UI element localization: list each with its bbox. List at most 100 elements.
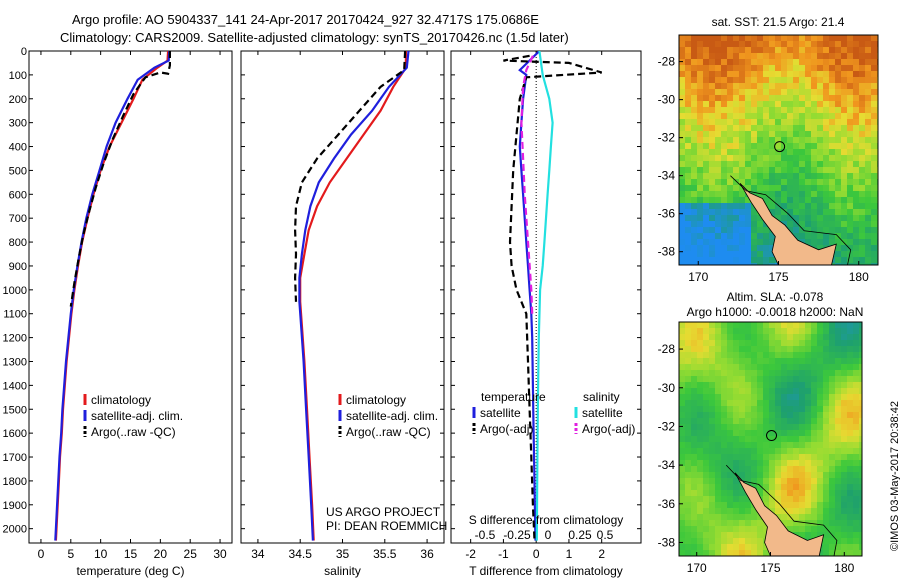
plot-frame [28, 50, 233, 544]
header-line-2: Climatology: CARS2009. Satellite-adjuste… [60, 30, 569, 45]
map-x-tick-label: 180 [849, 270, 869, 284]
map-title-h: Argo h1000: -0.0018 h2000: NaN [687, 305, 864, 319]
x-tick-label: 35 [336, 547, 350, 561]
legend-label: satellite [582, 406, 623, 420]
series-line-4 [520, 55, 534, 314]
map-title-sla: Altim. SLA: -0.078 [727, 290, 824, 304]
y-tick-label: 1900 [3, 500, 27, 512]
x2-tick-label: -0.25 [503, 528, 531, 542]
map-y-tick-label: -32 [658, 131, 676, 145]
series-line-3 [69, 51, 171, 307]
legend-label: climatology [346, 393, 406, 407]
y-tick-label: 1200 [3, 333, 27, 345]
series-line-3 [535, 51, 554, 541]
legend-label: satellite-adj. clim. [346, 409, 438, 423]
plot-frame [240, 50, 445, 544]
land-mass [734, 472, 825, 557]
x2-tick-label: 0 [545, 528, 552, 542]
series-line-2 [54, 51, 171, 541]
map-y-tick-label: -32 [658, 419, 676, 433]
x2-axis-label: S difference from climatology [469, 513, 624, 527]
map-y-tick-label: -36 [658, 207, 676, 221]
x-tick-label: 2 [598, 547, 605, 561]
x-tick-label: 30 [213, 547, 227, 561]
header-line-1: Argo profile: AO 5904337_141 24-Apr-2017… [72, 12, 539, 27]
x2-tick-label: -0.5 [475, 528, 496, 542]
map-x-tick-label: 180 [834, 561, 854, 575]
y-tick-label: 600 [9, 189, 27, 201]
map-y-tick-label: -38 [658, 535, 676, 549]
legend-label: Argo(..raw -QC) [91, 425, 176, 439]
y-tick-label: 2000 [3, 524, 27, 536]
y-tick-label: 0 [21, 46, 27, 58]
y-tick-label: 800 [9, 237, 27, 249]
annotation-pi: PI: DEAN ROEMMICH [326, 519, 447, 533]
x-tick-label: 0 [533, 547, 540, 561]
legend-label: Argo(-adj) [582, 422, 635, 436]
x-axis-label: salinity [324, 564, 361, 578]
x-tick-label: 5 [67, 547, 74, 561]
x-tick-label: 15 [124, 547, 138, 561]
map-x-tick-label: 175 [768, 270, 788, 284]
y-tick-label: 100 [9, 70, 27, 82]
x-tick-label: -1 [498, 547, 509, 561]
plot-frame [450, 50, 642, 544]
y-tick-label: 1700 [3, 452, 27, 464]
x-tick-label: 20 [154, 547, 168, 561]
y-tick-label: 1100 [3, 309, 27, 321]
y-tick-label: 1400 [3, 380, 27, 392]
series-group [503, 51, 603, 541]
map-y-tick-label: -34 [658, 169, 676, 183]
legend-label: satellite [480, 406, 521, 420]
map-field [679, 322, 862, 556]
x-tick-label: 1 [566, 547, 573, 561]
map-x-tick-label: 175 [760, 561, 780, 575]
y-tick-label: 700 [9, 213, 27, 225]
y-tick-label: 1000 [3, 285, 27, 297]
x-tick-label: -2 [465, 547, 476, 561]
profile-panel-3: -2 -1 0 1 2T difference from climatologytemp… [450, 50, 642, 578]
map-y-tick-label: -36 [658, 497, 676, 511]
map-panel-2: 170 175 180 -28 -30 -32 -34 -36 -38 Altim. SLA: -… [658, 290, 864, 575]
depth-contour [730, 175, 852, 266]
legend-temperature-title: temperature [481, 390, 546, 404]
series-line-2 [298, 51, 410, 541]
map-y-tick-label: -38 [658, 245, 676, 259]
map-y-tick-label: -28 [658, 342, 676, 356]
y-tick-label: 1600 [3, 428, 27, 440]
y-tick-label: 1800 [3, 476, 27, 488]
x2-tick-label: 0.25 [568, 528, 592, 542]
y-tick-label: 1300 [3, 356, 27, 368]
y-tick-label: 400 [9, 142, 27, 154]
map-panel-1: 170 175 180 -28 -30 -32 -34 -36 -38 sat. SST: 21.… [658, 15, 879, 284]
map-y-tick-label: -30 [658, 381, 676, 395]
map-y-tick-label: -30 [658, 93, 676, 107]
legend-label: satellite-adj. clim. [91, 409, 183, 423]
float-marker [774, 141, 786, 153]
profile-panel-1: 0 5 10 15 20 25 300100200300400500600700800900… [3, 46, 233, 578]
credit-text: ©IMOS 03-May-2017 20:38:42 [889, 401, 900, 551]
map-y-tick-label: -28 [658, 55, 676, 69]
x-axis-label: T difference from climatology [469, 564, 623, 578]
map-field [679, 35, 878, 265]
y-tick-label: 900 [9, 261, 27, 273]
series-line-3 [293, 51, 407, 302]
x-tick-label: 35.5 [373, 547, 397, 561]
map-x-tick-label: 170 [688, 270, 708, 284]
y-tick-label: 500 [9, 165, 27, 177]
series-group [293, 51, 410, 541]
legend-label: Argo(..raw -QC) [346, 425, 431, 439]
series-group [54, 51, 171, 541]
x-tick-label: 0 [38, 547, 45, 561]
depth-contour [725, 464, 838, 557]
y-tick-label: 1500 [3, 404, 27, 416]
legend-label: climatology [91, 393, 151, 407]
land-mass [739, 183, 837, 266]
legend-label: Argo(-adj) [480, 422, 533, 436]
map-title-sst: sat. SST: 21.5 Argo: 21.4 [712, 15, 845, 29]
float-marker [766, 430, 778, 442]
map-x-tick-label: 170 [687, 561, 707, 575]
map-y-tick-label: -34 [658, 458, 676, 472]
x-tick-label: 10 [94, 547, 108, 561]
